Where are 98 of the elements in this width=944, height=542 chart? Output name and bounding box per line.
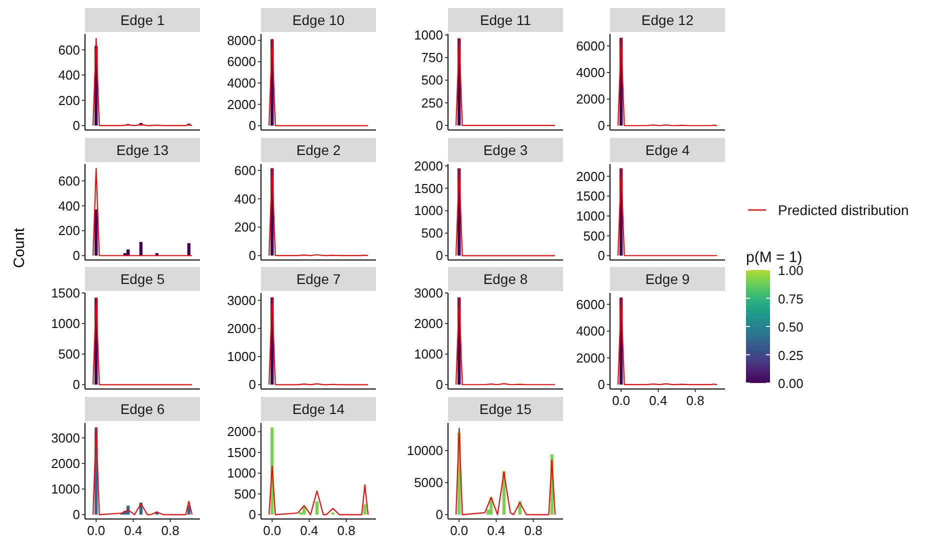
- chart-title: Edge 2: [296, 142, 341, 158]
- y-tick-label: 0: [598, 248, 605, 264]
- y-tick-label: 5000: [414, 475, 443, 490]
- y-tick-label: 600: [58, 173, 80, 188]
- legend-label: Predicted distribution: [778, 202, 909, 218]
- chart-title: Edge 6: [120, 401, 165, 417]
- y-tick-label: 2000: [414, 316, 443, 332]
- color-bar-label: 0.25: [778, 348, 804, 363]
- y-tick-label: 4000: [576, 324, 605, 339]
- chart-title: Edge 4: [645, 142, 690, 158]
- y-tick-label: 1000: [227, 349, 256, 364]
- y-tick-label: 500: [421, 72, 443, 88]
- y-tick-label: 3000: [51, 430, 80, 446]
- y-tick-label: 0: [598, 118, 605, 134]
- y-tick-label: 500: [583, 228, 605, 244]
- y-tick-label: 250: [421, 95, 443, 110]
- y-tick-label: 2000: [227, 96, 256, 112]
- y-tick-label: 2000: [51, 456, 80, 471]
- color-bar-label: 0.00: [778, 376, 804, 391]
- chart-title: Edge 5: [120, 271, 165, 287]
- y-tick-label: 6000: [576, 38, 605, 54]
- y-tick-label: 4000: [227, 76, 256, 91]
- y-tick-label: 1000: [227, 466, 256, 481]
- y-tick-label: 3000: [414, 286, 443, 300]
- chart-title: Edge 3: [483, 142, 528, 158]
- color-bar-label: 0.50: [778, 320, 804, 334]
- y-tick-label: 2000: [576, 92, 605, 107]
- y-tick-label: 600: [58, 42, 80, 58]
- x-tick-label: 0.0: [87, 523, 106, 538]
- y-tick-label: 4000: [576, 65, 605, 80]
- chart-title: Edge 10: [292, 12, 345, 28]
- color-bar-title: p(M = 1): [746, 249, 802, 266]
- color-bar-label: 0.75: [778, 291, 804, 306]
- chart-title: Edge 11: [480, 12, 532, 28]
- x-tick-label: 0.0: [612, 393, 630, 408]
- chart-title: Edge 15: [479, 401, 532, 417]
- y-tick-label: 0: [72, 248, 80, 264]
- y-tick-label: 0: [248, 248, 256, 264]
- y-tick-label: 2000: [414, 158, 443, 174]
- chart-title: Edge 14: [292, 401, 345, 417]
- chart-title: Edge 1: [120, 12, 165, 28]
- y-tick-label: 1000: [414, 346, 443, 362]
- y-tick-label: 1000: [414, 203, 443, 218]
- y-tick-label: 600: [234, 162, 256, 178]
- y-tick-label: 0: [72, 118, 80, 134]
- y-tick-label: 2000: [576, 168, 605, 184]
- x-tick-label: 0.4: [300, 523, 318, 538]
- y-tick-label: 2000: [576, 350, 605, 366]
- chart-title: Edge 7: [296, 271, 341, 287]
- y-tick-label: 0: [436, 248, 443, 264]
- y-tick-label: 200: [58, 223, 80, 238]
- x-tick-label: 0.8: [686, 393, 704, 408]
- y-tick-label: 1500: [576, 188, 605, 204]
- x-tick-label: 0.4: [649, 393, 668, 408]
- y-tick-label: 500: [58, 346, 80, 362]
- y-tick-label: 1000: [51, 316, 80, 332]
- y-tick-label: 500: [421, 226, 443, 241]
- x-tick-label: 0.0: [450, 523, 468, 538]
- y-tick-label: 1500: [414, 180, 443, 196]
- x-tick-label: 0.8: [524, 523, 542, 538]
- chart-title: Edge 13: [116, 142, 169, 158]
- x-tick-label: 0.4: [124, 523, 142, 538]
- y-tick-label: 0: [248, 507, 256, 522]
- x-tick-label: 0.8: [161, 523, 180, 538]
- y-tick-label: 10000: [406, 443, 443, 458]
- y-tick-label: 400: [58, 198, 80, 214]
- y-tick-label: 400: [234, 191, 256, 206]
- chart-title: Edge 12: [641, 12, 694, 28]
- y-tick-label: 0: [248, 377, 256, 392]
- y-tick-label: 0: [436, 377, 443, 392]
- chart-title: Edge 8: [483, 271, 528, 287]
- y-tick-label: 0: [248, 118, 256, 134]
- y-tick-label: 8000: [227, 32, 256, 48]
- x-tick-label: 0.8: [337, 523, 356, 538]
- y-tick-label: 1000: [51, 482, 80, 497]
- chart-title: Edge 9: [645, 271, 690, 287]
- y-tick-label: 2000: [227, 424, 256, 440]
- y-tick-label: 200: [58, 92, 80, 108]
- x-tick-label: 0.0: [263, 523, 282, 538]
- y-tick-label: 750: [421, 50, 443, 66]
- y-tick-label: 400: [58, 68, 80, 83]
- y-tick-label: 6000: [576, 296, 605, 312]
- y-axis-title: Count: [11, 227, 28, 268]
- y-tick-label: 1500: [51, 286, 80, 300]
- y-tick-label: 200: [234, 220, 256, 235]
- y-tick-label: 0: [436, 118, 443, 133]
- x-tick-label: 0.4: [487, 523, 506, 538]
- y-tick-label: 6000: [227, 54, 256, 70]
- y-tick-label: 3000: [227, 292, 256, 308]
- y-tick-label: 500: [234, 486, 256, 502]
- y-tick-label: 1000: [576, 208, 605, 224]
- y-tick-label: 1500: [227, 444, 256, 460]
- y-tick-label: 0: [72, 377, 80, 392]
- y-tick-label: 0: [598, 377, 605, 392]
- y-tick-label: 1000: [414, 27, 443, 42]
- y-tick-label: 0: [72, 507, 80, 522]
- y-tick-label: 2000: [227, 320, 256, 336]
- y-tick-label: 0: [436, 507, 443, 522]
